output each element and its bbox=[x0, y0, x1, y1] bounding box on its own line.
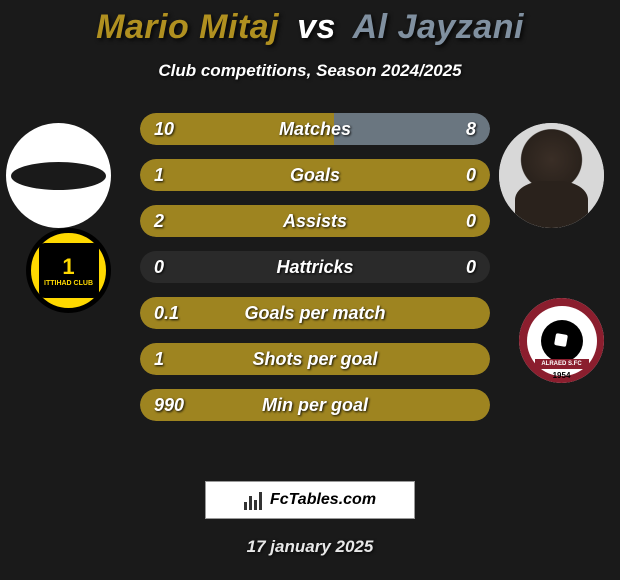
stat-row: 0.1Goals per match bbox=[140, 297, 490, 329]
subtitle: Club competitions, Season 2024/2025 bbox=[0, 61, 620, 81]
stat-value-p2: 0 bbox=[466, 165, 476, 186]
stat-label: Assists bbox=[140, 211, 490, 232]
site-name: FcTables.com bbox=[270, 491, 376, 509]
content-area: 1 ITTIHAD CLUB ALRAED S.FC 1954 10Matche… bbox=[0, 113, 620, 453]
player2-club-badge: ALRAED S.FC 1954 bbox=[519, 298, 604, 383]
stat-label: Goals bbox=[140, 165, 490, 186]
stat-label: Shots per goal bbox=[140, 349, 490, 370]
player2-name: Al Jayzani bbox=[353, 8, 524, 46]
stat-row: 2Assists0 bbox=[140, 205, 490, 237]
player-silhouette-icon bbox=[499, 123, 604, 228]
stat-row: 1Shots per goal bbox=[140, 343, 490, 375]
comparison-title: Mario Mitaj vs Al Jayzani bbox=[0, 0, 620, 47]
player1-club-badge: 1 ITTIHAD CLUB bbox=[26, 228, 111, 313]
stat-row: 1Goals0 bbox=[140, 159, 490, 191]
stat-label: Min per goal bbox=[140, 395, 490, 416]
stat-value-p2: 8 bbox=[466, 119, 476, 140]
stat-label: Hattricks bbox=[140, 257, 490, 278]
chart-icon bbox=[244, 490, 264, 510]
stat-label: Matches bbox=[140, 119, 490, 140]
player1-avatar bbox=[6, 123, 111, 228]
badge-number: 1 bbox=[62, 254, 74, 280]
site-badge: FcTables.com bbox=[205, 481, 415, 519]
stat-row: 10Matches8 bbox=[140, 113, 490, 145]
player2-avatar bbox=[499, 123, 604, 228]
stat-row: 990Min per goal bbox=[140, 389, 490, 421]
badge-text: ITTIHAD CLUB bbox=[44, 280, 93, 287]
badge-strip: ALRAED S.FC bbox=[535, 359, 589, 369]
date-text: 17 january 2025 bbox=[0, 537, 620, 557]
stats-table: 10Matches81Goals02Assists00Hattricks00.1… bbox=[140, 113, 490, 435]
stat-label: Goals per match bbox=[140, 303, 490, 324]
stat-value-p2: 0 bbox=[466, 257, 476, 278]
ittihad-badge-icon: 1 ITTIHAD CLUB bbox=[39, 243, 99, 298]
vs-text: vs bbox=[297, 8, 336, 46]
avatar-placeholder-icon bbox=[11, 162, 106, 190]
football-icon bbox=[541, 320, 583, 362]
alraed-badge-icon: ALRAED S.FC 1954 bbox=[519, 298, 604, 383]
badge-year: 1954 bbox=[553, 371, 571, 380]
stat-row: 0Hattricks0 bbox=[140, 251, 490, 283]
stat-value-p2: 0 bbox=[466, 211, 476, 232]
player1-name: Mario Mitaj bbox=[96, 8, 279, 46]
